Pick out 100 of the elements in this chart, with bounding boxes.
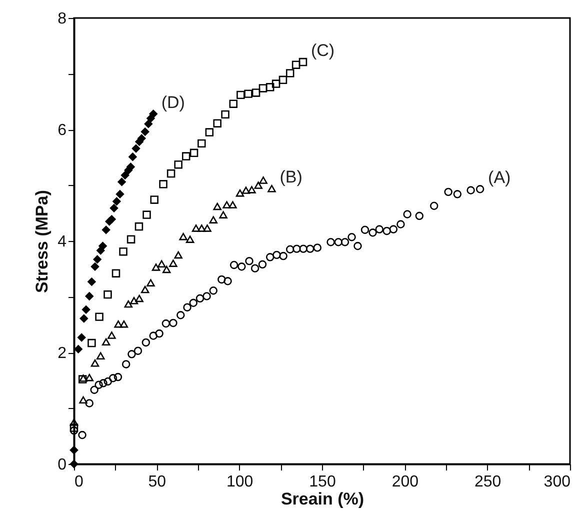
y-tick-label: 2 — [58, 345, 67, 362]
point — [98, 242, 107, 250]
point — [176, 311, 185, 320]
point — [82, 305, 90, 314]
point — [244, 90, 252, 98]
point — [238, 262, 246, 271]
point — [96, 352, 105, 360]
point — [128, 350, 136, 358]
point — [306, 244, 314, 253]
point — [444, 188, 452, 196]
point — [368, 228, 377, 237]
point — [95, 312, 104, 321]
y-tick-label: 8 — [58, 10, 67, 28]
point — [108, 215, 116, 224]
point — [189, 298, 198, 307]
point — [334, 238, 342, 246]
point — [209, 216, 218, 224]
point — [169, 260, 178, 267]
point — [218, 275, 226, 284]
x-tick-label: 100 — [226, 474, 254, 490]
point — [250, 264, 260, 272]
point — [228, 201, 237, 208]
point — [213, 119, 222, 128]
point — [166, 169, 176, 178]
y-tick-label: 4 — [58, 234, 67, 250]
point — [142, 210, 151, 219]
y-tick-label: 0 — [58, 456, 67, 474]
point — [229, 100, 238, 108]
point — [196, 294, 204, 303]
point — [70, 424, 78, 432]
point — [114, 320, 122, 328]
point — [90, 386, 98, 394]
point — [99, 379, 108, 388]
point — [110, 204, 118, 212]
point — [108, 332, 116, 339]
point — [286, 69, 294, 78]
point — [146, 279, 155, 286]
point — [142, 338, 150, 347]
x-tick-label: 0 — [74, 474, 84, 490]
point — [88, 338, 96, 348]
x-tick-label: 150 — [309, 474, 336, 490]
point — [224, 277, 232, 286]
point — [375, 225, 384, 234]
series-label: (D) — [161, 92, 185, 112]
point — [144, 120, 153, 128]
point — [382, 226, 391, 236]
point — [183, 303, 192, 312]
point — [85, 374, 94, 382]
point — [279, 252, 288, 260]
point — [126, 162, 135, 171]
point — [130, 297, 138, 304]
point — [190, 148, 198, 158]
point — [236, 189, 244, 197]
point — [116, 190, 124, 198]
point — [70, 446, 78, 454]
point — [118, 178, 126, 186]
point — [114, 372, 122, 382]
point — [85, 292, 94, 300]
point — [340, 238, 350, 246]
series-label: (B) — [280, 168, 302, 187]
point — [162, 266, 171, 274]
point — [102, 226, 110, 234]
point — [90, 359, 100, 367]
point — [77, 333, 86, 342]
point — [122, 360, 130, 368]
x-axis-title: Sreain (%) — [280, 490, 364, 508]
point — [88, 278, 96, 286]
point — [203, 224, 212, 232]
point — [205, 128, 214, 136]
point — [254, 182, 262, 189]
point — [219, 211, 228, 218]
point — [134, 346, 142, 355]
point — [313, 244, 322, 252]
series-label: (A) — [488, 168, 511, 188]
point — [128, 152, 137, 161]
point — [174, 251, 182, 259]
point — [149, 110, 158, 118]
point — [213, 202, 222, 210]
point — [222, 201, 231, 208]
point — [209, 286, 218, 295]
point — [202, 292, 211, 300]
point — [112, 197, 121, 206]
point — [453, 190, 462, 198]
point — [326, 238, 335, 246]
point — [112, 269, 120, 278]
point — [124, 300, 133, 308]
point — [186, 236, 194, 243]
point — [120, 320, 128, 328]
point — [286, 245, 294, 254]
point — [360, 226, 370, 234]
point — [192, 224, 200, 232]
point — [132, 144, 140, 153]
point — [150, 196, 158, 204]
point — [248, 186, 256, 194]
point — [119, 247, 128, 256]
x-tick-label: 50 — [148, 474, 166, 490]
series-label: (C) — [310, 41, 335, 60]
point — [134, 222, 144, 231]
point — [152, 264, 160, 271]
point — [126, 235, 136, 244]
